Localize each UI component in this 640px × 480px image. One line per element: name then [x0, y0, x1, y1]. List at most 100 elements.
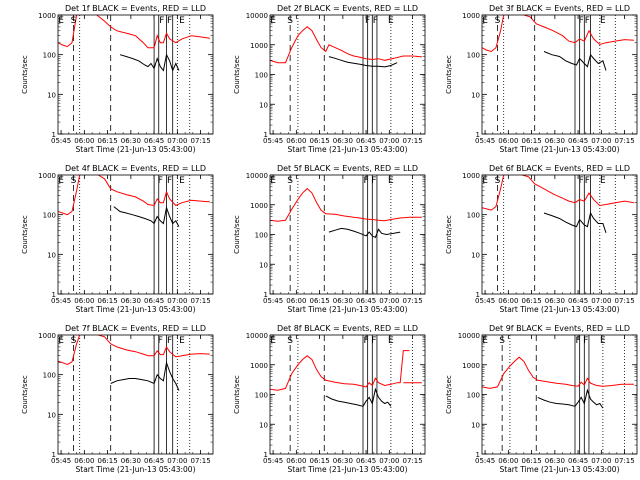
- x-axis-label: Start Time (21-Jun-13 05:43:00): [500, 305, 620, 314]
- panel-title: Det 3f BLACK = Events, RED = LLD: [489, 4, 630, 13]
- y-tick-label: 100: [43, 52, 56, 60]
- plot-area: [482, 175, 634, 294]
- x-tick-label: 05:45: [263, 457, 283, 465]
- y-tick-label: 1: [476, 131, 480, 139]
- phase-marker: F: [364, 336, 369, 346]
- x-tick-label: 06:00: [498, 137, 518, 145]
- x-tick-label: 05:45: [475, 457, 495, 465]
- y-tick-label: 1000: [250, 42, 268, 50]
- phase-marker: F: [579, 16, 584, 26]
- phase-marker: E: [179, 336, 185, 346]
- y-axis-label: Counts/sec: [233, 55, 241, 94]
- x-tick-label: 07:15: [615, 137, 635, 145]
- y-tick-label: 1000: [462, 172, 480, 180]
- x-tick-label: 06:15: [98, 457, 118, 465]
- x-tick-label: 05:45: [51, 137, 71, 145]
- y-tick-label: 100: [467, 212, 480, 220]
- x-tick-label: 06:00: [286, 137, 306, 145]
- phase-marker: F: [167, 176, 172, 186]
- y-tick-label: 10000: [246, 332, 268, 340]
- x-tick-label: 07:15: [191, 457, 211, 465]
- axes-frame: [269, 334, 426, 455]
- x-tick-label: 06:45: [356, 457, 376, 465]
- y-axis-label: Counts/sec: [233, 375, 241, 414]
- x-tick-label: 07:15: [191, 137, 211, 145]
- x-tick-label: 07:15: [403, 137, 423, 145]
- x-tick-label: 07:15: [615, 297, 635, 305]
- x-axis-label: Start Time (21-Jun-13 05:43:00): [288, 465, 408, 474]
- y-axis-label: Counts/sec: [21, 55, 29, 94]
- x-tick-label: 05:45: [475, 297, 495, 305]
- x-tick-label: 07:15: [191, 297, 211, 305]
- phase-marker: F: [158, 336, 163, 346]
- y-tick-label: 1: [476, 451, 480, 459]
- x-tick-label: 07:15: [403, 457, 423, 465]
- plot-area: [58, 15, 210, 134]
- phase-marker: S: [71, 176, 77, 186]
- x-tick-label: 06:30: [545, 297, 565, 305]
- x-tick-label: 07:00: [379, 137, 399, 145]
- y-tick-label: 10: [471, 421, 480, 429]
- x-tick-label: 06:45: [144, 137, 164, 145]
- panel-title: Det 1f BLACK = Events, RED = LLD: [65, 4, 206, 13]
- panel-title: Det 8f BLACK = Events, RED = LLD: [277, 324, 418, 333]
- x-tick-label: 07:15: [615, 457, 635, 465]
- panel-title: Det 2f BLACK = Events, RED = LLD: [277, 4, 418, 13]
- x-tick-label: 06:15: [310, 457, 330, 465]
- y-axis-label: Counts/sec: [445, 215, 453, 254]
- y-tick-label: 100: [43, 372, 56, 380]
- y-axis-label: Counts/sec: [445, 55, 453, 94]
- y-tick-label: 1: [52, 291, 56, 299]
- plot-area: [270, 15, 422, 134]
- x-tick-label: 07:00: [379, 297, 399, 305]
- phase-marker: E: [58, 176, 64, 186]
- phase-marker: F: [365, 16, 370, 26]
- phase-marker: F: [364, 176, 369, 186]
- x-tick-label: 06:45: [356, 137, 376, 145]
- phase-marker: S: [287, 336, 293, 346]
- x-tick-label: 06:45: [568, 457, 588, 465]
- y-tick-label: 1: [264, 291, 268, 299]
- y-tick-label: 1000: [38, 332, 56, 340]
- series-events: [110, 360, 180, 391]
- x-axis-label: Start Time (21-Jun-13 05:43:00): [500, 145, 620, 154]
- phase-marker: E: [600, 176, 606, 186]
- y-tick-label: 1000: [250, 202, 268, 210]
- phase-marker: E: [58, 16, 64, 26]
- y-tick-label: 10000: [246, 12, 268, 20]
- plot-area: [58, 335, 210, 454]
- phase-marker: E: [388, 336, 394, 346]
- x-tick-label: 06:00: [74, 137, 94, 145]
- y-tick-label: 1: [52, 451, 56, 459]
- x-tick-label: 07:00: [591, 297, 611, 305]
- phase-marker: F: [167, 16, 172, 26]
- phase-marker: F: [583, 336, 588, 346]
- axes-frame: [481, 174, 638, 295]
- y-tick-label: 10: [47, 411, 56, 419]
- phase-marker: S: [71, 336, 77, 346]
- x-tick-label: 06:00: [74, 457, 94, 465]
- phase-marker: E: [482, 336, 488, 346]
- x-axis-label: Start Time (21-Jun-13 05:43:00): [288, 305, 408, 314]
- x-tick-label: 07:15: [403, 297, 423, 305]
- axes-frame: [57, 14, 214, 135]
- plot-area: [270, 175, 422, 294]
- y-tick-label: 100: [255, 72, 268, 80]
- plot-area: [482, 15, 634, 134]
- x-tick-label: 06:45: [144, 297, 164, 305]
- y-tick-label: 10000: [246, 172, 268, 180]
- x-tick-label: 06:00: [74, 297, 94, 305]
- series-lld: [270, 187, 422, 222]
- x-tick-label: 06:30: [545, 457, 565, 465]
- x-axis-label: Start Time (21-Jun-13 05:43:00): [288, 145, 408, 154]
- y-tick-label: 100: [255, 392, 268, 400]
- x-tick-label: 06:00: [498, 457, 518, 465]
- y-tick-label: 1: [52, 131, 56, 139]
- phase-marker: E: [482, 176, 488, 186]
- y-tick-label: 10: [47, 91, 56, 99]
- panel-title: Det 5f BLACK = Events, RED = LLD: [277, 164, 418, 173]
- phase-marker: S: [71, 16, 77, 26]
